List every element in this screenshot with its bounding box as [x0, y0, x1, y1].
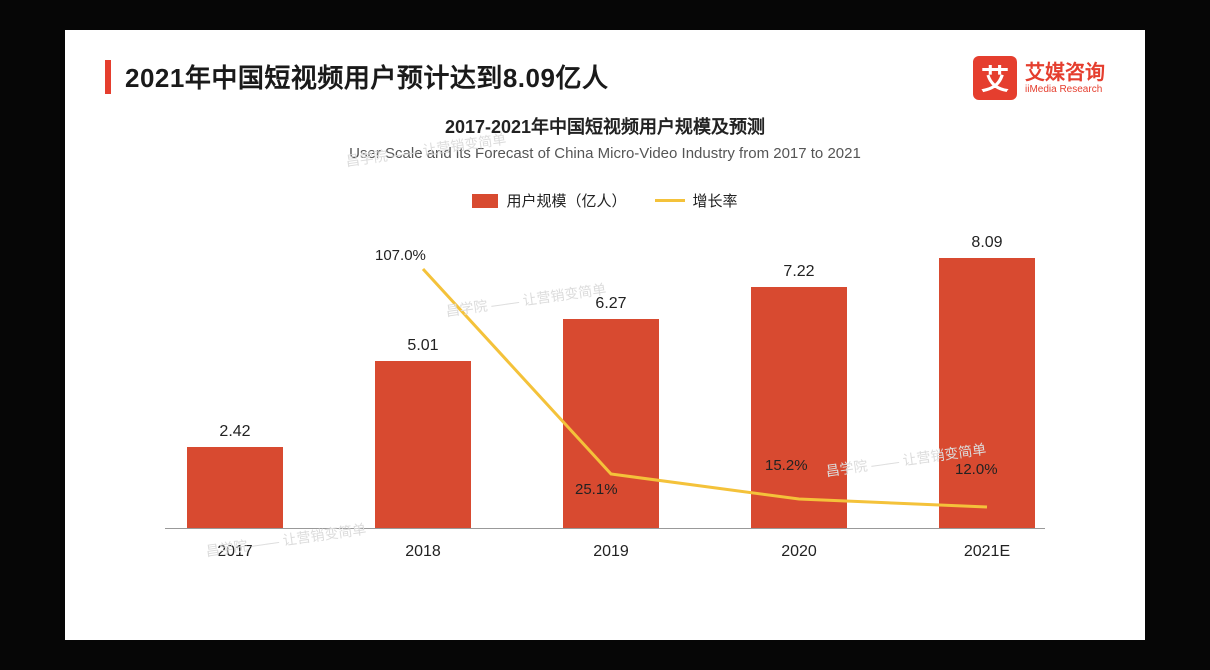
chart: 2.42 5.01 6.27 7.22 8.09 2017 2018 2019 2020 202…: [165, 229, 1045, 569]
bar-value-label: 7.22: [783, 263, 814, 281]
bar: [939, 258, 1035, 528]
chart-title-cn: 2017-2021年中国短视频用户规模及预测: [105, 113, 1105, 139]
legend-bar-label: 用户规模（亿人）: [506, 190, 626, 211]
bar-value-label: 6.27: [595, 295, 626, 313]
brand-name-cn: 艾媒咨询: [1025, 62, 1105, 84]
x-axis-label: 2020: [751, 543, 847, 561]
chart-title-en: User Scale and its Forecast of China Mic…: [105, 145, 1105, 162]
bar-column: 2.42: [187, 423, 283, 528]
legend-bar-swatch: [472, 194, 498, 208]
legend-line: 增长率: [655, 190, 738, 211]
bar-value-label: 8.09: [971, 234, 1002, 252]
brand-logo-icon: 艾: [973, 56, 1017, 100]
growth-rate-label: 25.1%: [575, 481, 618, 498]
bar: [375, 361, 471, 528]
x-axis-label: 2021E: [939, 543, 1035, 561]
x-axis-label: 2018: [375, 543, 471, 561]
growth-rate-label: 15.2%: [765, 457, 808, 474]
bar-column: 5.01: [375, 337, 471, 528]
legend-bar: 用户规模（亿人）: [472, 190, 626, 211]
legend-line-swatch: [655, 199, 685, 202]
x-axis-label: 2019: [563, 543, 659, 561]
x-axis-label: 2017: [187, 543, 283, 561]
brand-name-en: iiMedia Research: [1025, 84, 1105, 95]
bar-column: 8.09: [939, 234, 1035, 528]
main-title: 2021年中国短视频用户预计达到8.09亿人: [125, 58, 608, 95]
growth-rate-label: 107.0%: [375, 247, 426, 264]
bar-value-label: 2.42: [219, 423, 250, 441]
accent-bar: [105, 60, 111, 94]
title-row: 2021年中国短视频用户预计达到8.09亿人: [105, 58, 1105, 95]
bar: [751, 287, 847, 528]
bar-column: 7.22: [751, 263, 847, 528]
brand-logo-text: 艾媒咨询 iiMedia Research: [1025, 62, 1105, 95]
brand-logo: 艾 艾媒咨询 iiMedia Research: [973, 56, 1105, 100]
legend: 用户规模（亿人） 增长率: [105, 190, 1105, 211]
bar-value-label: 5.01: [407, 337, 438, 355]
slide: 2021年中国短视频用户预计达到8.09亿人 艾 艾媒咨询 iiMedia Re…: [65, 30, 1145, 640]
legend-line-label: 增长率: [693, 190, 738, 211]
growth-rate-label: 12.0%: [955, 461, 998, 478]
bar: [187, 447, 283, 528]
